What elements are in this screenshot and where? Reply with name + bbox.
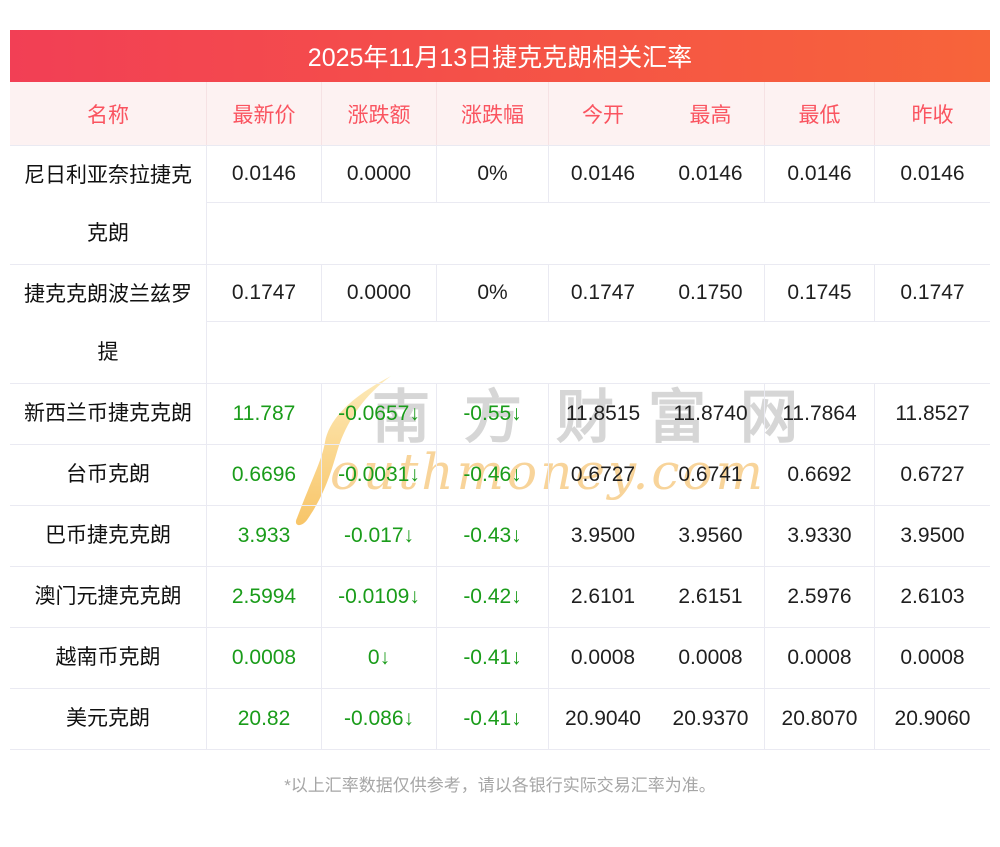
cell-latest: 0.6696: [207, 445, 322, 505]
cell-prev-close: 3.9500: [900, 524, 965, 547]
cell-change-pct: -0.43↓: [437, 506, 549, 566]
col-header-prev-close: 昨收: [911, 103, 954, 127]
cell-open: 11.8515: [565, 402, 641, 425]
table-row: 越南币克朗 0.0008 0↓ -0.41↓ 0.0008 0.0008 0.0…: [10, 628, 990, 689]
col-header-change: 涨跌额: [322, 82, 437, 145]
cell-prev-close: 0.0146: [900, 162, 965, 185]
currency-pair-name: 越南币克朗: [10, 628, 207, 688]
cell-low: 0.1745: [765, 265, 875, 321]
disclaimer-text: *以上汇率数据仅供参考，请以各银行实际交易汇率为准。: [284, 776, 716, 795]
rates-table: 2025年11月13日捷克克朗相关汇率 名称 最新价 涨跌额 涨跌幅 今开 最高…: [10, 30, 990, 817]
cell-prev-close: 11.8527: [895, 402, 970, 425]
title-bar: 2025年11月13日捷克克朗相关汇率: [10, 30, 990, 82]
cell-prev-close: 0.0008: [900, 646, 965, 669]
table-row: 巴币捷克克朗 3.933 -0.017↓ -0.43↓ 3.9500 3.956…: [10, 506, 990, 567]
cell-open: 2.6101: [570, 585, 636, 608]
cell-change: -0.017↓: [322, 506, 437, 566]
cell-open: 20.9040: [565, 707, 641, 730]
cell-change: -0.0657↓: [322, 384, 437, 444]
cell-prev-close: 20.9060: [894, 707, 971, 730]
cell-change: -0.0109↓: [322, 567, 437, 627]
table-row: 美元克朗 20.82 -0.086↓ -0.41↓ 20.9040 20.937…: [10, 689, 990, 750]
page: 南方财富网 outhmoney.com 2025年11月13日捷克克朗相关汇率 …: [0, 30, 1000, 847]
row-filler: [207, 203, 990, 264]
currency-pair-name: 澳门元捷克克朗: [10, 567, 207, 627]
cell-low: 0.0146: [765, 146, 875, 202]
cell-high: 20.9370: [657, 689, 765, 749]
cell-open: 0.0008: [570, 646, 636, 669]
cell-high: 2.6151: [657, 567, 765, 627]
page-title: 2025年11月13日捷克克朗相关汇率: [307, 44, 693, 72]
cell-change-pct: -0.55↓: [437, 384, 549, 444]
col-header-high: 最高: [657, 82, 765, 145]
col-header-name: 名称: [10, 82, 207, 145]
cell-open: 0.6727: [570, 463, 636, 486]
cell-high: 0.0008: [657, 628, 765, 688]
row-values: 0.0146 0.0000 0% 0.0146 0.0146 0.0146 0.…: [207, 146, 990, 264]
table-row: 澳门元捷克克朗 2.5994 -0.0109↓ -0.42↓ 2.6101 2.…: [10, 567, 990, 628]
table-row: 台币克朗 0.6696 -0.0031↓ -0.46↓ 0.6727 0.674…: [10, 445, 990, 506]
cell-latest: 0.0008: [207, 628, 322, 688]
cell-change: 0.0000: [322, 265, 437, 321]
cell-prev-close: 2.6103: [900, 585, 965, 608]
cell-change: -0.0031↓: [322, 445, 437, 505]
cell-open: 3.9500: [570, 524, 636, 547]
cell-latest: 0.0146: [207, 146, 322, 202]
cell-open: 0.1747: [570, 281, 636, 304]
cell-latest: 3.933: [207, 506, 322, 566]
cell-latest: 20.82: [207, 689, 322, 749]
cell-change: 0.0000: [322, 146, 437, 202]
currency-pair-name: 美元克朗: [10, 689, 207, 749]
table-row: 尼日利亚奈拉捷克克朗 0.0146 0.0000 0% 0.0146 0.014…: [10, 146, 990, 265]
currency-pair-name: 新西兰币捷克克朗: [10, 384, 207, 444]
cell-change-pct: 0%: [437, 265, 549, 321]
cell-low: 11.7864: [765, 384, 875, 444]
cell-high: 0.1750: [657, 265, 765, 321]
cell-change-pct: -0.41↓: [437, 628, 549, 688]
cell-high: 3.9560: [657, 506, 765, 566]
cell-low: 0.6692: [765, 445, 875, 505]
cell-change-pct: -0.42↓: [437, 567, 549, 627]
cell-change-pct: -0.41↓: [437, 689, 549, 749]
row-filler: [207, 322, 990, 383]
currency-pair-name: 捷克克朗波兰兹罗提: [10, 265, 207, 383]
cell-prev-close: 0.6727: [900, 463, 965, 486]
cell-open: 0.0146: [570, 162, 636, 185]
cell-low: 0.0008: [765, 628, 875, 688]
col-header-change-pct: 涨跌幅: [437, 82, 549, 145]
col-header-open: 今开: [582, 103, 624, 127]
col-header-latest: 最新价: [207, 82, 322, 145]
table-row: 新西兰币捷克克朗 11.787 -0.0657↓ -0.55↓ 11.8515 …: [10, 384, 990, 445]
cell-latest: 11.787: [207, 384, 322, 444]
currency-pair-name: 台币克朗: [10, 445, 207, 505]
cell-change: -0.086↓: [322, 689, 437, 749]
currency-pair-name: 巴币捷克克朗: [10, 506, 207, 566]
table-row: 捷克克朗波兰兹罗提 0.1747 0.0000 0% 0.1747 0.1750…: [10, 265, 990, 384]
table-header-row: 名称 最新价 涨跌额 涨跌幅 今开 最高 最低 昨收: [10, 82, 990, 146]
col-header-low: 最低: [765, 82, 875, 145]
cell-latest: 2.5994: [207, 567, 322, 627]
cell-high: 11.8740: [657, 384, 765, 444]
cell-change-pct: 0%: [437, 146, 549, 202]
cell-change: 0↓: [322, 628, 437, 688]
cell-change-pct: -0.46↓: [437, 445, 549, 505]
currency-pair-name: 尼日利亚奈拉捷克克朗: [10, 146, 207, 264]
cell-high: 0.6741: [657, 445, 765, 505]
cell-latest: 0.1747: [207, 265, 322, 321]
cell-high: 0.0146: [657, 146, 765, 202]
cell-low: 2.5976: [765, 567, 875, 627]
row-values: 0.1747 0.0000 0% 0.1747 0.1750 0.1745 0.…: [207, 265, 990, 383]
cell-low: 20.8070: [765, 689, 875, 749]
cell-prev-close: 0.1747: [900, 281, 965, 304]
disclaimer: *以上汇率数据仅供参考，请以各银行实际交易汇率为准。: [10, 750, 990, 817]
cell-low: 3.9330: [765, 506, 875, 566]
